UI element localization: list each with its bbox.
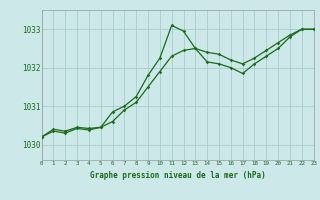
X-axis label: Graphe pression niveau de la mer (hPa): Graphe pression niveau de la mer (hPa) — [90, 171, 266, 180]
